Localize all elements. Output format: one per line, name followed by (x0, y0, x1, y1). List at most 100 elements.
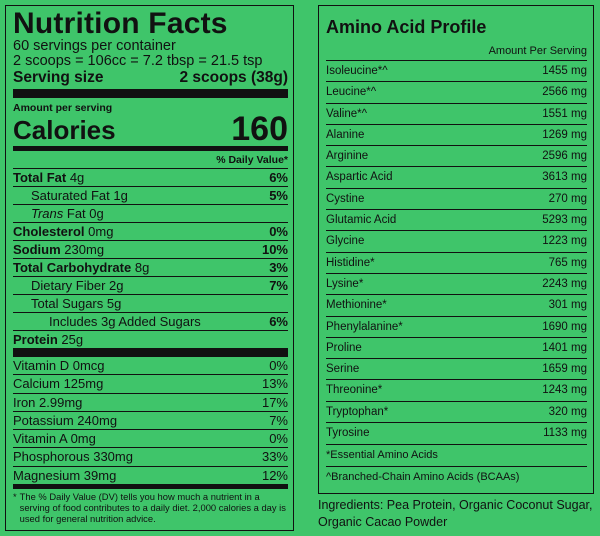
vitamin-row: Potassium 240mg 7% (13, 412, 288, 431)
amino-row: Glycine 1223 mg (326, 231, 587, 253)
vitamin-row: Vitamin A 0mg 0% (13, 430, 288, 449)
nutrient-row-dietary-fiber: Dietary Fiber 2g 7% (13, 277, 288, 295)
nutrition-facts-panel: Nutrition Facts 60 servings per containe… (5, 5, 294, 531)
nutrient-pct: 7% (269, 278, 288, 293)
nutrient-amount: Fat 0g (66, 206, 104, 221)
nutrient-amount: 5g (106, 296, 122, 311)
vitamin-pct: 13% (261, 376, 288, 392)
amino-amount: 5293 mg (542, 214, 587, 227)
amino-amount: 320 mg (548, 405, 587, 418)
nutrient-row-saturated-fat: Saturated Fat 1g 5% (13, 187, 288, 205)
vitamin-pct: 17% (261, 394, 288, 410)
vitamin-row: Vitamin D 0mcg 0% (13, 357, 288, 376)
amino-amount: 3613 mg (542, 171, 587, 184)
vitamin-label: Vitamin A 0mg (13, 431, 96, 447)
nutrient-row-added-sugars: Includes 3g Added Sugars 6% (13, 313, 288, 331)
nutrient-label: Saturated Fat (31, 188, 110, 203)
amino-amount: 1133 mg (543, 427, 587, 440)
amino-amount: 301 mg (548, 299, 587, 312)
calories-label: Calories (13, 115, 116, 145)
amino-amount: 2566 mg (542, 86, 587, 99)
calories-value: 160 (231, 110, 288, 148)
amino-amount: 765 mg (548, 256, 587, 269)
nutrient-row-total-sugars: Total Sugars 5g (13, 295, 288, 313)
vitamin-label: Calcium 125mg (13, 376, 104, 392)
amino-acid-title: Amino Acid Profile (326, 17, 487, 37)
ingredients-text: Ingredients: Pea Protein, Organic Coconu… (318, 498, 593, 529)
amino-name: Lysine* (326, 277, 364, 290)
nutrient-row-trans-fat: Trans Fat 0g (13, 205, 288, 223)
nutrient-label: Cholesterol (13, 224, 85, 239)
calories-row: Calories 160 (13, 110, 288, 151)
nutrient-amount: 0mg (88, 224, 114, 239)
amino-acid-panel: Amino Acid Profile Amount Per Serving Is… (318, 5, 594, 494)
nutrient-pct: 6% (269, 170, 288, 185)
nutrient-label: Trans (31, 206, 64, 221)
vitamin-pct: 12% (261, 467, 288, 483)
nutrient-amount: 4g (69, 170, 85, 185)
amino-row: Phenylalanine* 1690 mg (326, 317, 587, 338)
nutrient-row-total-fat: Total Fat 4g 6% (13, 169, 288, 187)
vitamin-label: Iron 2.99mg (13, 394, 83, 410)
amino-row: Aspartic Acid 3613 mg (326, 167, 587, 189)
amino-row: Proline 1401 mg (326, 338, 587, 360)
amino-name: Alanine (326, 128, 365, 141)
vitamin-pct: 0% (269, 431, 288, 447)
nutrient-label: Dietary Fiber (31, 278, 106, 293)
amino-row: Serine 1659 mg (326, 359, 587, 381)
amino-row: Histidine* 765 mg (326, 253, 587, 274)
amino-name: Glutamic Acid (326, 214, 397, 227)
nutrient-pct: 3% (269, 260, 288, 275)
amino-name: Phenylalanine* (326, 320, 403, 333)
vitamin-label: Phosphorous 330mg (13, 449, 133, 465)
nutrient-row-cholesterol: Cholesterol 0mg 0% (13, 223, 288, 241)
amino-name: Methionine* (326, 299, 387, 312)
amino-name: Cystine (326, 192, 365, 205)
amino-amount: 1659 mg (542, 363, 587, 376)
nutrient-label: Total Fat (13, 170, 67, 185)
serving-size-value: 2 scoops (38g) (179, 69, 288, 86)
nutrient-pct: 0% (269, 224, 288, 239)
nutrient-label: Protein (13, 332, 58, 347)
vitamin-row: Phosphorous 330mg 33% (13, 448, 288, 467)
nutrient-amount: 25g (61, 332, 84, 347)
serving-size-row: Serving size 2 scoops (38g) (13, 69, 288, 98)
amino-row: Valine*^ 1551 mg (326, 104, 587, 125)
amino-name: Glycine (326, 235, 365, 248)
amino-row: Alanine 1269 mg (326, 125, 587, 147)
amino-name: Tryptophan* (326, 405, 389, 418)
amino-name: Histidine* (326, 256, 375, 269)
amino-row: Leucine*^ 2566 mg (326, 82, 587, 104)
amino-name: Isoleucine*^ (326, 65, 388, 77)
bcaa-note: ^Branched-Chain Amino Acids (BCAAs) (326, 466, 587, 487)
vitamin-pct: 33% (261, 449, 288, 465)
nutrient-label: Total Carbohydrate (13, 260, 132, 275)
nutrition-facts-title: Nutrition Facts (13, 7, 228, 40)
servings-per-container: 60 servings per container (13, 38, 176, 54)
serving-size-label: Serving size (13, 69, 104, 86)
amino-row: Methionine* 301 mg (326, 295, 587, 317)
vitamin-row: Iron 2.99mg 17% (13, 394, 288, 412)
amino-amount: 2596 mg (542, 150, 587, 163)
nutrient-pct: 5% (269, 188, 288, 203)
essential-amino-note: *Essential Amino Acids (326, 444, 587, 466)
nutrient-row-protein: Protein 25g (13, 331, 288, 357)
vitamin-row: Magnesium 39mg 12% (13, 467, 288, 489)
nutrient-amount: 8g (134, 260, 150, 275)
amino-name: Tyrosine (326, 427, 370, 440)
vitamin-row: Calcium 125mg 13% (13, 375, 288, 394)
amino-row: Tryptophan* 320 mg (326, 402, 587, 424)
nutrient-amount: 1g (113, 188, 128, 203)
amount-column-header: Amount Per Serving (326, 43, 587, 61)
nutrient-label: Sodium (13, 242, 61, 257)
amino-amount: 1243 mg (542, 384, 587, 397)
nutrient-label: Total Sugars (31, 296, 104, 311)
amino-row: Threonine* 1243 mg (326, 380, 587, 402)
amino-row: Isoleucine*^ 1455 mg (326, 61, 587, 83)
nutrient-pct: 6% (269, 314, 288, 329)
amino-name: Leucine*^ (326, 86, 377, 99)
amino-amount: 1269 mg (542, 128, 587, 141)
vitamin-pct: 0% (269, 358, 288, 373)
vitamin-label: Magnesium 39mg (13, 467, 117, 483)
nutrient-row-sodium: Sodium 230mg 10% (13, 241, 288, 259)
